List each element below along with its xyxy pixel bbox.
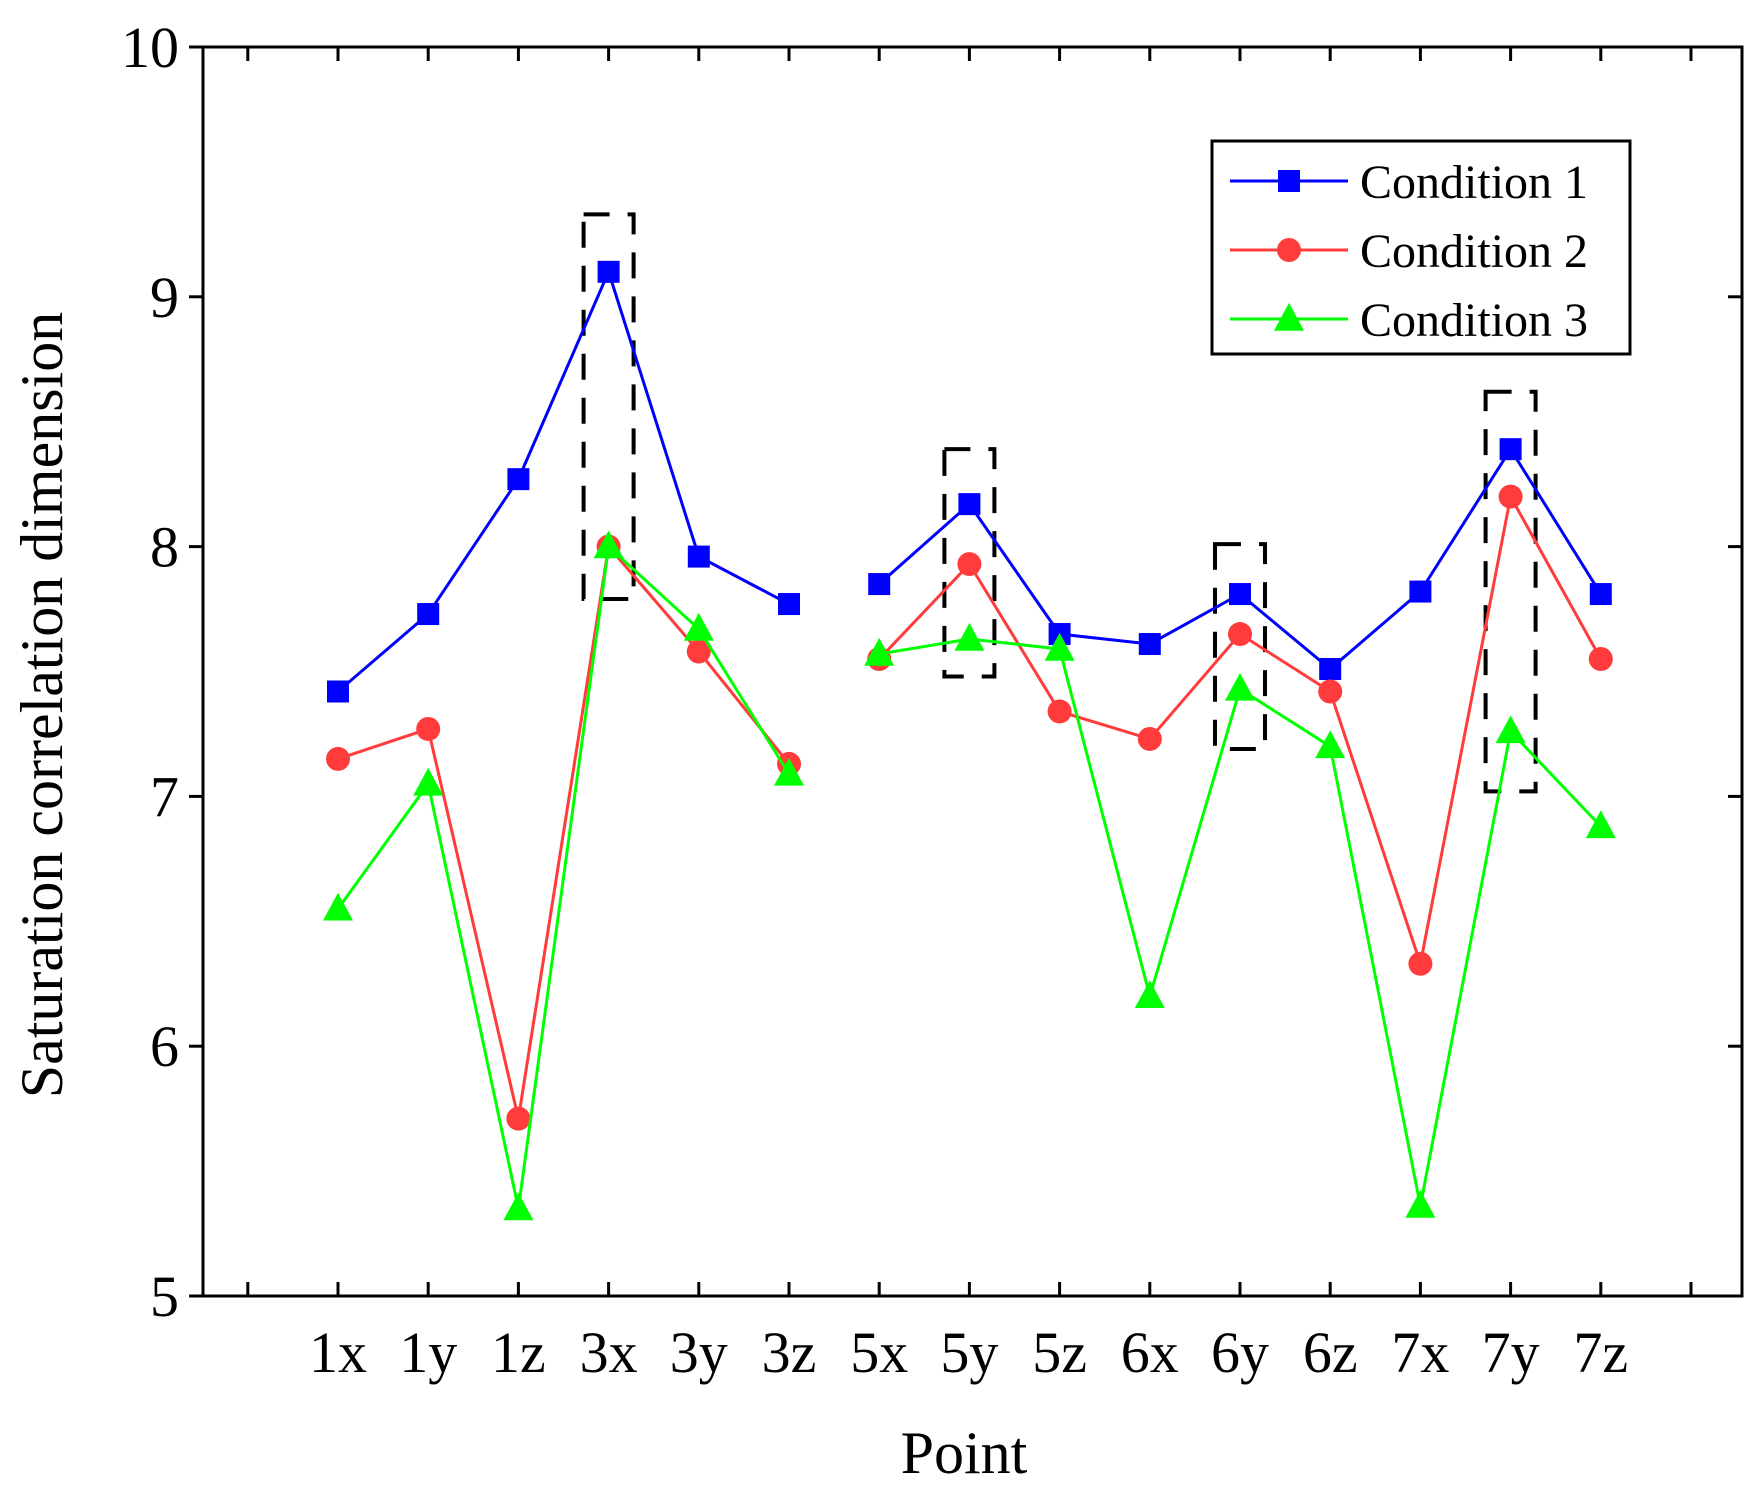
highlight-box [1483, 389, 1538, 794]
x-tick-label: 5y [940, 1320, 998, 1385]
data-point [1137, 726, 1162, 751]
data-point [864, 637, 895, 666]
data-point [1589, 583, 1612, 606]
highlight-box [942, 447, 997, 679]
data-point [1405, 1189, 1436, 1218]
data-point [1588, 647, 1613, 672]
x-tick-label: 6y [1211, 1320, 1269, 1385]
x-tick-label: 6z [1303, 1320, 1358, 1385]
series-group [323, 260, 1616, 1221]
series-3 [323, 530, 1616, 1221]
series-line [337, 543, 791, 1119]
data-point [593, 530, 624, 559]
data-point [774, 757, 804, 786]
data-point [326, 746, 350, 771]
data-point [1229, 583, 1251, 606]
series-2 [326, 484, 1613, 1131]
legend-marker [1278, 170, 1300, 192]
data-point [687, 545, 710, 568]
data-point [868, 573, 891, 596]
series-1 [327, 260, 1612, 703]
x-tick-label: 1z [491, 1320, 546, 1385]
data-point [1408, 951, 1433, 976]
data-point [1498, 484, 1523, 509]
x-tick-label: 7y [1482, 1320, 1540, 1385]
data-point [417, 603, 440, 626]
y-tick-label: 6 [150, 1014, 179, 1079]
y-tick-label: 8 [150, 515, 179, 580]
highlight-box [581, 212, 636, 602]
data-point [416, 716, 441, 741]
data-point [1044, 632, 1075, 661]
x-tick-label: 6x [1121, 1320, 1179, 1385]
x-tick-label: 3z [762, 1320, 817, 1385]
plot-area [201, 45, 1744, 1298]
series-line [337, 267, 790, 693]
highlight-boxes [581, 212, 1538, 794]
x-tick-label: 3y [670, 1320, 728, 1385]
y-tick-label: 7 [150, 764, 179, 829]
axis-ticks: 5 6 7 8 9 10 1x 1y 1z 3x 3y 3z 5x 5y 5z 6x 6y 6z 7x 7y 7z [121, 15, 1742, 1385]
data-point [1319, 658, 1342, 681]
data-point [1318, 679, 1343, 704]
data-point [503, 1192, 534, 1221]
data-point [1134, 980, 1165, 1008]
legend-marker [1277, 238, 1301, 262]
data-point [506, 1106, 531, 1131]
y-tick-label: 10 [121, 15, 179, 80]
y-tick-label: 9 [150, 265, 179, 330]
data-point [958, 493, 981, 516]
x-tick-label: 5z [1032, 1320, 1087, 1385]
x-tick-label: 1y [399, 1320, 457, 1385]
legend: Condition 1 Condition 2 Condition 3 [1210, 139, 1632, 356]
data-point [413, 767, 444, 796]
data-point [1499, 438, 1522, 461]
axis-labels: Point Saturation correlation dimension [9, 312, 1028, 1486]
y-tick-label: 5 [150, 1264, 179, 1329]
plot-frame [201, 45, 1744, 1298]
series-line [878, 637, 1602, 1207]
data-point [1585, 810, 1616, 839]
data-point [957, 552, 982, 577]
data-point [686, 639, 711, 664]
data-point [507, 468, 530, 491]
y-axis-label: Saturation correlation dimension [9, 312, 75, 1098]
data-point [778, 593, 800, 616]
x-tick-label: 1x [309, 1320, 367, 1385]
data-point [597, 260, 620, 283]
x-tick-label: 3x [580, 1320, 638, 1385]
legend-label: Condition 2 [1360, 225, 1588, 278]
data-point [1315, 730, 1346, 759]
legend-label: Condition 1 [1360, 156, 1588, 209]
data-point [1409, 580, 1432, 603]
data-point [1047, 699, 1072, 724]
data-point [1225, 672, 1255, 701]
data-point [1495, 715, 1526, 744]
data-point [954, 622, 985, 651]
data-point [327, 680, 349, 703]
data-point [1228, 622, 1252, 647]
series-line [336, 543, 791, 1209]
data-point [683, 612, 714, 641]
x-tick-label: 5x [850, 1320, 908, 1385]
highlight-box [1213, 542, 1267, 751]
x-tick-label: 7z [1573, 1320, 1628, 1385]
data-point [323, 892, 353, 921]
x-axis-label: Point [901, 1420, 1028, 1486]
legend-label: Condition 3 [1360, 294, 1588, 347]
legend-marker [1274, 302, 1304, 331]
data-point [1138, 633, 1161, 656]
x-tick-label: 7x [1391, 1320, 1449, 1385]
series-line [878, 492, 1603, 970]
